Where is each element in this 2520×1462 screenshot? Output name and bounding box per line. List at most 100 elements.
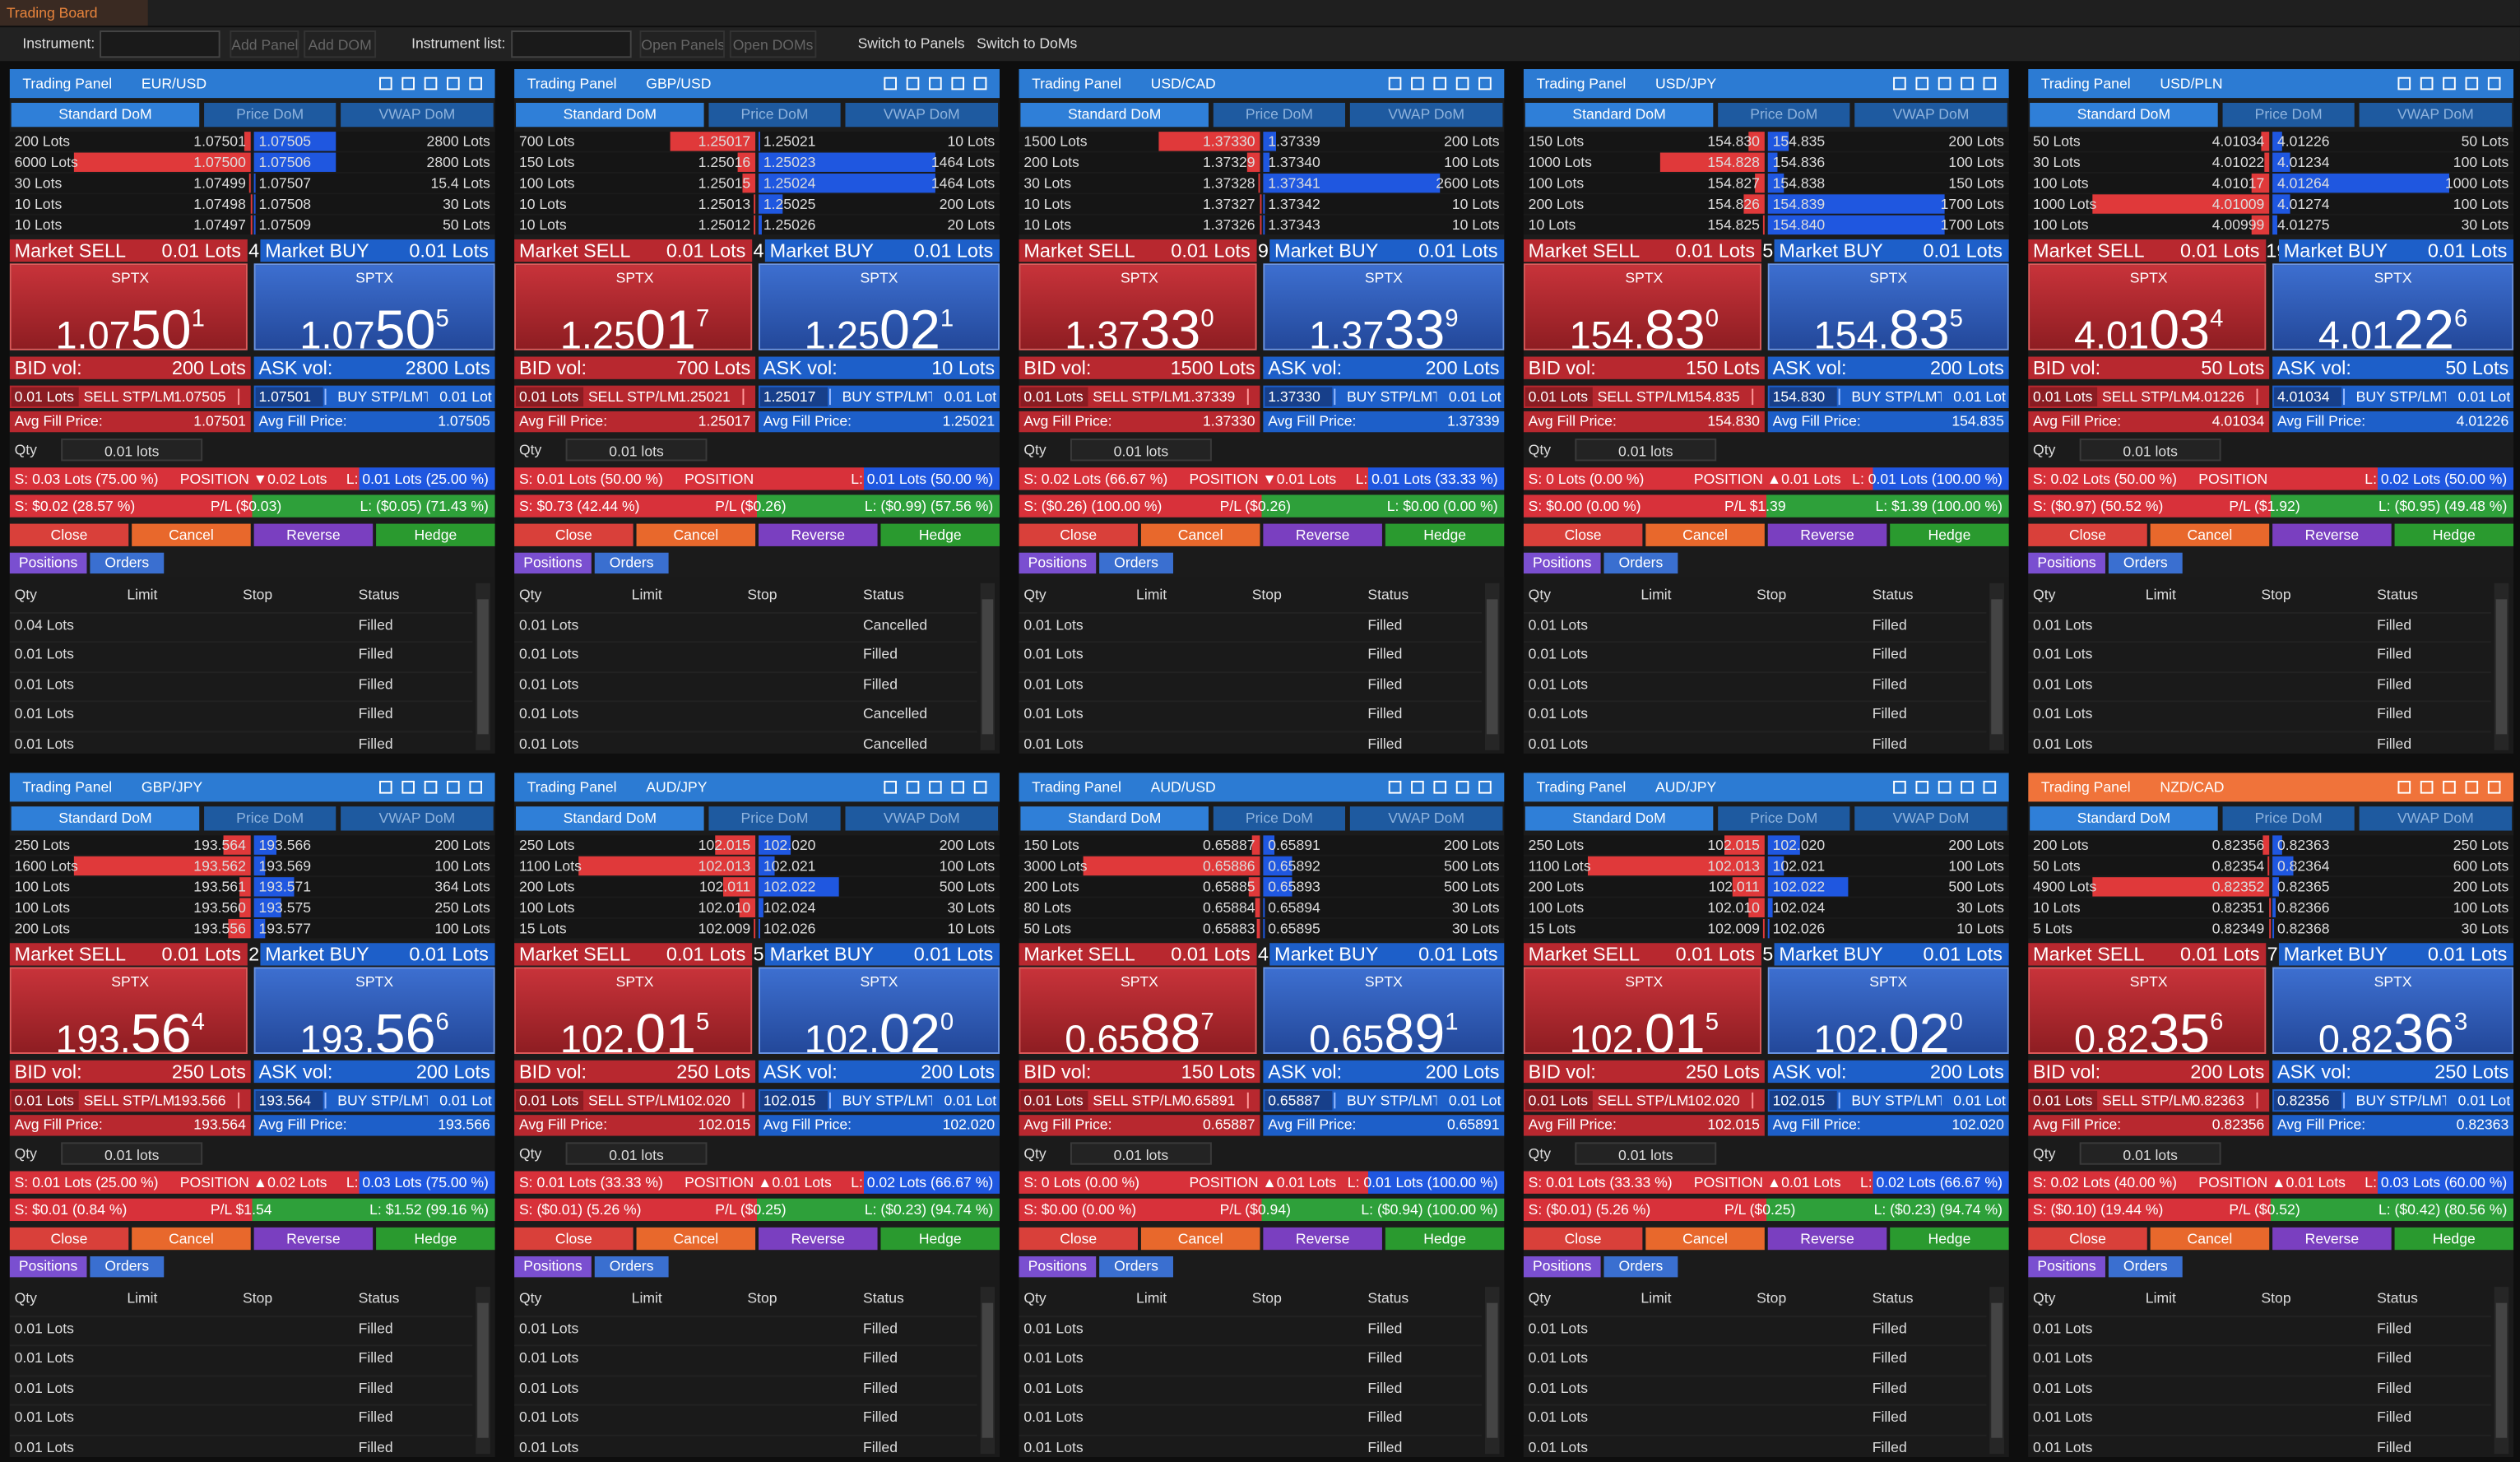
header-icon[interactable] — [1893, 781, 1906, 794]
spin[interactable] — [2256, 1092, 2267, 1109]
ask-price-box[interactable]: SPTX 1.25021 — [759, 263, 1000, 350]
window-tab[interactable]: Trading Board — [0, 0, 148, 26]
order-qty[interactable]: 0.01 Lot — [2457, 1092, 2511, 1109]
action-button[interactable]: Close — [2028, 1227, 2147, 1251]
header-icon[interactable] — [1455, 781, 1469, 794]
list-tab[interactable]: Orders — [1603, 552, 1678, 574]
instrument-list-dropdown[interactable] — [511, 30, 632, 58]
header-icon[interactable] — [424, 781, 438, 794]
spin[interactable] — [238, 1092, 248, 1109]
market-sell[interactable]: Market SELL 0.01 Lots — [2028, 943, 2267, 966]
dom-tab[interactable]: Standard DoM — [11, 102, 200, 128]
scroll-thumb[interactable] — [2495, 599, 2508, 735]
toolbar-button[interactable]: Add DOM — [304, 30, 377, 58]
ask-price-box[interactable]: SPTX 193.566 — [253, 967, 495, 1054]
instrument-dropdown[interactable] — [100, 30, 220, 58]
action-button[interactable]: Hedge — [1890, 1227, 2009, 1251]
action-button[interactable]: Reverse — [759, 523, 878, 546]
market-buy[interactable]: Market BUY 0.01 Lots — [764, 239, 1000, 262]
bid-price-box[interactable]: SPTX 1.07501 — [9, 263, 248, 350]
dom-tab[interactable]: Standard DoM — [11, 806, 200, 831]
order-price[interactable]: 154.835 — [1687, 388, 1740, 406]
scroll-thumb[interactable] — [1486, 599, 1498, 735]
order-type[interactable]: SELL STP/LM — [83, 388, 174, 406]
dom-tab[interactable]: Standard DoM — [1020, 102, 1209, 128]
dom-tab[interactable]: Price DoM — [1213, 102, 1345, 128]
list-tab[interactable]: Positions — [1523, 552, 1601, 574]
qty-input[interactable]: 0.01 lots — [565, 1142, 708, 1165]
action-button[interactable]: Reverse — [2272, 523, 2392, 546]
header-icon[interactable] — [906, 77, 920, 91]
header-icon[interactable] — [2397, 781, 2411, 794]
market-sell[interactable]: Market SELL 0.01 Lots — [2028, 239, 2267, 262]
action-button[interactable]: Close — [1019, 1227, 1139, 1251]
order-price[interactable]: 102.015 — [1769, 1090, 1837, 1111]
market-buy[interactable]: Market BUY 0.01 Lots — [1774, 239, 2009, 262]
order-qty[interactable]: 0.01 Lots — [1525, 1090, 1593, 1111]
order-qty[interactable]: 0.01 Lots — [516, 1090, 584, 1111]
order-type[interactable]: SELL STP/LM — [2102, 388, 2193, 406]
order-type[interactable]: SELL STP/LM — [83, 1092, 174, 1109]
order-qty[interactable]: 0.01 Lot — [944, 388, 997, 406]
header-icon[interactable] — [1915, 77, 1929, 91]
action-button[interactable]: Close — [1523, 523, 1643, 546]
order-price[interactable]: 1.37330 — [1265, 387, 1333, 407]
market-sell[interactable]: Market SELL 0.01 Lots — [514, 239, 753, 262]
order-type[interactable]: BUY STP/LMT — [337, 388, 428, 406]
order-type[interactable]: SELL STP/LM — [587, 1092, 679, 1109]
header-icon[interactable] — [884, 77, 897, 91]
action-button[interactable]: Reverse — [1263, 1227, 1382, 1251]
spin[interactable] — [2256, 388, 2267, 406]
header-icon[interactable] — [1983, 77, 1997, 91]
action-button[interactable]: Cancel — [1140, 523, 1260, 546]
header-icon[interactable] — [906, 781, 920, 794]
dom-tab[interactable]: VWAP DoM — [1349, 102, 1503, 128]
header-icon[interactable] — [2487, 77, 2501, 91]
order-type[interactable]: SELL STP/LM — [1093, 388, 1183, 406]
market-sell[interactable]: Market SELL 0.01 Lots — [9, 239, 248, 262]
bid-price-box[interactable]: SPTX 1.25017 — [514, 263, 753, 350]
order-qty[interactable]: 0.01 Lot — [1448, 388, 1501, 406]
dom-tab[interactable]: Standard DoM — [1525, 806, 1714, 831]
dom-tab[interactable]: Price DoM — [1213, 806, 1345, 831]
market-buy[interactable]: Market BUY 0.01 Lots — [1774, 943, 2009, 966]
scroll-thumb[interactable] — [982, 599, 994, 735]
list-tab[interactable]: Orders — [594, 1256, 669, 1278]
list-tab[interactable]: Orders — [1099, 552, 1173, 574]
header-icon[interactable] — [469, 77, 483, 91]
header-icon[interactable] — [401, 781, 415, 794]
list-tab[interactable]: Orders — [594, 552, 669, 574]
list-tab[interactable]: Positions — [2028, 1256, 2105, 1278]
spin[interactable] — [828, 388, 839, 406]
header-icon[interactable] — [1961, 77, 1974, 91]
order-type[interactable]: BUY STP/LMT — [2355, 388, 2447, 406]
dom-tab[interactable]: VWAP DoM — [341, 806, 494, 831]
market-sell[interactable]: Market SELL 0.01 Lots — [1019, 943, 1257, 966]
bid-price-box[interactable]: SPTX 102.015 — [1523, 967, 1761, 1054]
header-icon[interactable] — [379, 781, 392, 794]
dom-tab[interactable]: VWAP DoM — [845, 102, 999, 128]
action-button[interactable]: Close — [514, 1227, 633, 1251]
order-type[interactable]: BUY STP/LMT — [842, 1092, 932, 1109]
action-button[interactable]: Cancel — [2150, 1227, 2270, 1251]
header-icon[interactable] — [1388, 77, 1402, 91]
qty-input[interactable]: 0.01 lots — [1575, 1142, 1717, 1165]
dom-tab[interactable]: Standard DoM — [1020, 806, 1209, 831]
header-icon[interactable] — [447, 781, 460, 794]
ask-price-box[interactable]: SPTX 154.835 — [1767, 263, 2009, 350]
header-icon[interactable] — [951, 77, 965, 91]
spin[interactable] — [324, 388, 335, 406]
header-icon[interactable] — [2420, 77, 2434, 91]
bid-price-box[interactable]: SPTX 0.65887 — [1019, 967, 1257, 1054]
market-buy[interactable]: Market BUY 0.01 Lots — [260, 943, 495, 966]
order-qty[interactable]: 0.01 Lots — [1020, 1090, 1088, 1111]
header-icon[interactable] — [973, 781, 987, 794]
scroll-thumb[interactable] — [2495, 1302, 2508, 1438]
ask-price-box[interactable]: SPTX 102.020 — [759, 967, 1000, 1054]
order-qty[interactable]: 0.01 Lots — [1020, 387, 1088, 407]
header-icon[interactable] — [2465, 77, 2479, 91]
header-icon[interactable] — [447, 77, 460, 91]
action-button[interactable]: Hedge — [880, 1227, 1000, 1251]
order-price[interactable]: 0.82356 — [2274, 1090, 2342, 1111]
toolbar-button[interactable]: Open DOMs — [729, 30, 817, 58]
